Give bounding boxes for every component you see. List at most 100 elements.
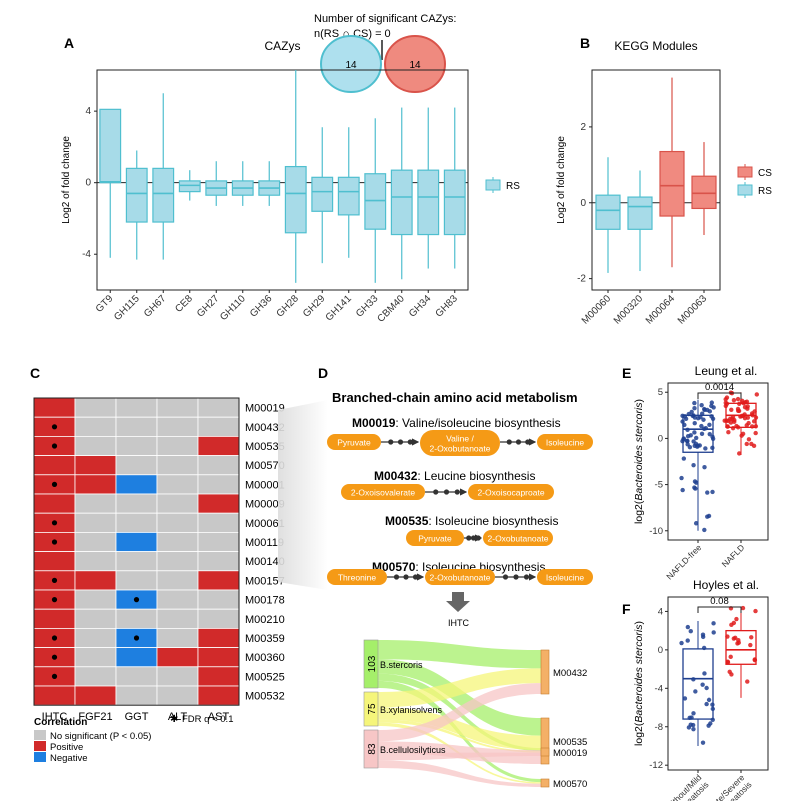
pathway-title: Branched-chain amino acid metabolism [332,390,578,405]
box-0 [679,621,716,746]
data-point [729,407,734,412]
legend-key-CS [737,166,753,178]
heat-cell [197,570,240,591]
heat-cell [156,493,199,514]
sankey-label: B.xylanisolvens [380,705,443,715]
heat-cell [197,532,240,553]
heat-cell [156,589,199,610]
x-tick-label: M00064 [644,293,678,327]
box-GH110 [231,161,254,206]
data-point [745,679,750,684]
box-1 [725,605,758,698]
y-tick-label: 0 [85,178,91,189]
data-point [735,396,741,402]
x-tick-label: GH141 [324,293,354,323]
node-valine [420,430,500,456]
data-point [688,433,693,438]
heat-cell [74,666,117,687]
data-point [751,419,757,424]
heat-cell [33,551,76,572]
data-point [685,438,690,444]
data-point [693,521,699,526]
x-tick-label: M00063 [676,293,710,327]
y-tick-label: -12 [649,760,663,771]
node-isoleucine [537,434,593,450]
panel-d-pathway: Branched-chain amino acid metabolism M000… [278,390,593,790]
heat-cell [74,685,117,706]
data-point [738,414,743,419]
heat-cell [33,397,76,418]
row-label-M00009: M00009 [245,499,285,511]
box-iqr [152,167,175,223]
data-point [742,404,748,410]
panel-label-b: B [580,35,590,51]
heat-cell [197,435,240,456]
data-point [694,435,699,441]
sankey-count: 75 [367,703,378,715]
data-point [682,696,688,701]
data-point [692,400,697,406]
plot-frame [591,69,721,291]
row-label-M00140: M00140 [245,556,285,568]
col-label-IHTC: IHTC [42,711,68,723]
data-point [707,431,712,437]
x-tick-label: M00320 [612,293,646,327]
heat-cell [74,608,117,629]
data-point [723,403,728,409]
heat-cell [156,455,199,476]
row-label-M00210: M00210 [245,614,285,626]
data-point [749,441,754,447]
x-tick-label: GH115 [112,293,142,323]
box-iqr [682,648,714,720]
heat-cell [197,416,240,437]
data-point [724,395,730,400]
fdr-dot [51,443,58,449]
module-heading-M00535: M00535: Isoleucine biosynthesis [385,514,558,528]
data-point [735,408,741,413]
sankey-flow [378,719,541,753]
data-point [723,400,728,405]
data-point [746,420,751,426]
node-oxobutanoate-2-label: 2-Oxobutanoate [430,573,491,583]
fdr-dot [51,424,58,430]
data-point [752,657,758,663]
node-oxoisovalerate [341,484,425,500]
panel-c-heatmap: M00019 M00432 M00535 M00570 M00001 M00009 M000… [33,397,285,764]
panel-label-c: C [30,365,40,381]
x-tick-label: GH28 [275,293,302,320]
node-oxobutanoate [483,530,553,546]
data-point [710,445,715,451]
heat-cell [115,532,158,553]
data-point [689,715,694,720]
data-point [753,424,759,429]
reaction-step [393,574,400,580]
data-point [710,717,715,722]
data-point [753,415,759,420]
data-point [736,638,741,643]
x-tick-label: GH36 [248,293,275,320]
col-label-AST: AST [208,711,230,723]
heat-cell [74,551,117,572]
node-pyruvate-2 [406,530,464,546]
reaction-step [502,574,509,580]
node-oxoisocaproate [468,484,554,500]
heat-cell [156,435,199,456]
data-point [680,419,685,424]
heat-cell [156,512,199,533]
data-point [690,413,695,419]
data-point [689,409,694,415]
data-point [724,418,729,423]
heat-cell [197,397,240,418]
data-point [710,489,715,495]
row-label-M00119: M00119 [245,537,284,549]
reaction-step [403,574,409,580]
node-pyruvate-2-label: Pyruvate [418,534,452,544]
heat-cell [115,455,158,476]
p-value: 0.0014 [705,382,734,393]
heat-cell [156,551,199,572]
row-label-M00019: M00019 [245,403,285,415]
panel-label-f: F [622,601,631,617]
reaction-step [525,439,531,445]
data-point [709,414,714,419]
